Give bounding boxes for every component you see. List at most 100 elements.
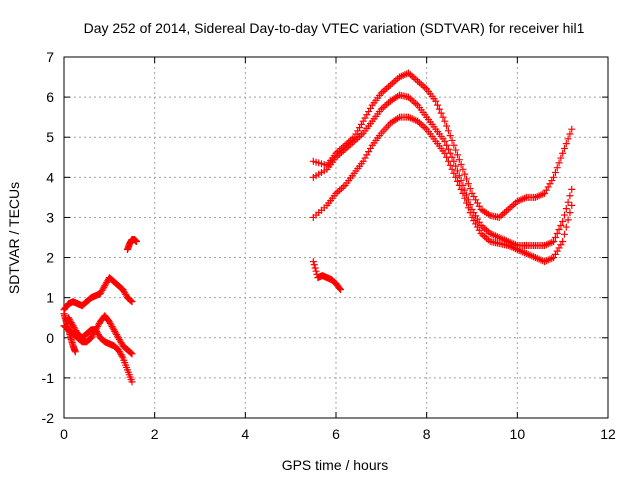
data-point-track-g <box>468 189 476 197</box>
data-point-track-h <box>551 234 559 241</box>
x-tick-label: 4 <box>241 426 249 442</box>
data-point-track-g <box>508 202 516 210</box>
data-point-track-h <box>357 131 365 139</box>
data-point-track-g <box>559 149 567 157</box>
data-point-track-e <box>133 238 141 246</box>
data-point-track-i <box>361 154 369 162</box>
data-point-track-h <box>408 96 416 104</box>
data-point-track-g <box>437 109 445 117</box>
data-point-track-g <box>495 213 503 221</box>
data-point-track-h <box>383 100 391 108</box>
data-point-track-h <box>464 196 472 204</box>
data-point-track-h <box>379 104 387 112</box>
data-point-track-g <box>417 80 425 88</box>
data-point-track-h <box>557 221 565 229</box>
data-point-track-i <box>473 223 481 231</box>
y-tick-label: 3 <box>46 209 54 225</box>
data-point-track-i <box>468 213 476 221</box>
data-point-track-f <box>337 286 345 294</box>
data-point-track-h <box>410 98 418 106</box>
data-point-track-g <box>444 127 452 135</box>
data-point-track-i <box>553 247 561 255</box>
data-point-track-g <box>550 173 558 181</box>
data-point-track-i <box>463 199 471 207</box>
data-point-track-f <box>312 267 320 275</box>
data-point-track-g <box>544 183 552 191</box>
data-point-track-g <box>383 84 391 92</box>
y-tick-label: 4 <box>46 169 54 185</box>
data-point-track-g <box>410 74 418 82</box>
data-point-track-g <box>502 207 510 215</box>
data-point-track-g <box>461 170 469 178</box>
data-point-track-g <box>473 199 481 207</box>
data-point-track-g <box>506 204 514 212</box>
data-point-track-h <box>555 225 563 233</box>
data-point-track-i <box>443 153 451 161</box>
data-point-track-g <box>555 159 563 167</box>
data-point-track-g <box>359 117 367 125</box>
data-point-track-h <box>472 212 480 220</box>
data-point-track-h <box>453 167 461 175</box>
data-point-track-g <box>568 125 576 133</box>
data-point-track-g <box>365 108 373 116</box>
x-axis-label: GPS time / hours <box>282 457 389 473</box>
y-tick-label: 1 <box>46 290 54 306</box>
data-point-track-i <box>419 122 427 130</box>
data-point-track-i <box>557 241 565 249</box>
x-tick-label: 0 <box>60 426 68 442</box>
data-point-track-h <box>452 162 460 170</box>
data-point-track-g <box>419 82 427 90</box>
data-point-track-i <box>562 223 570 231</box>
data-point-track-h <box>455 172 463 180</box>
data-point-track-i <box>461 194 469 202</box>
data-point-track-i <box>555 244 563 252</box>
x-tick-label: 10 <box>510 426 526 442</box>
data-point-track-g <box>448 136 456 144</box>
y-tick-label: 7 <box>46 49 54 65</box>
data-point-track-g <box>466 185 474 193</box>
x-tick-label: 8 <box>423 426 431 442</box>
y-tick-label: 0 <box>46 330 54 346</box>
data-point-track-g <box>432 97 440 105</box>
data-point-track-g <box>392 76 400 84</box>
y-tick-label: -1 <box>42 370 55 386</box>
data-point-track-i <box>334 188 342 196</box>
data-point-track-g <box>356 124 364 132</box>
data-point-track-i <box>483 234 491 242</box>
y-tick-label: 2 <box>46 250 54 266</box>
data-point-track-g <box>566 130 574 138</box>
data-point-track-i <box>339 183 347 191</box>
data-point-track-g <box>548 177 556 185</box>
data-point-track-c <box>128 378 136 386</box>
data-point-track-g <box>455 156 463 164</box>
data-point-track-h <box>566 192 574 200</box>
data-point-track-i <box>566 209 574 217</box>
data-point-track-i <box>559 238 567 246</box>
data-point-track-g <box>459 165 467 173</box>
data-point-track-i <box>459 189 467 197</box>
data-point-track-g <box>385 83 393 91</box>
data-point-track-i <box>444 157 452 165</box>
data-point-track-g <box>434 101 442 109</box>
data-point-track-g <box>542 186 550 194</box>
data-point-track-g <box>560 144 568 152</box>
data-point-track-g <box>470 193 478 201</box>
data-point-track-i <box>452 173 460 181</box>
data-point-track-g <box>439 113 447 121</box>
data-point-track-h <box>441 137 449 145</box>
data-point-track-h <box>468 205 476 213</box>
data-point-track-i <box>477 229 485 237</box>
data-point-track-i <box>475 226 483 234</box>
data-point-track-i <box>441 149 449 157</box>
data-point-track-g <box>381 86 389 94</box>
data-point-track-g <box>441 117 449 125</box>
y-axis-label: SDTVAR / TECUs <box>6 182 22 294</box>
data-point-track-i <box>551 250 559 258</box>
grid-lines <box>64 57 608 418</box>
data-point-track-g <box>464 180 472 188</box>
data-point-track-g <box>472 196 480 204</box>
data-point-track-g <box>379 87 387 95</box>
data-point-track-f <box>309 258 317 266</box>
data-point-track-h <box>473 215 481 223</box>
data-point-track-g <box>435 105 443 113</box>
